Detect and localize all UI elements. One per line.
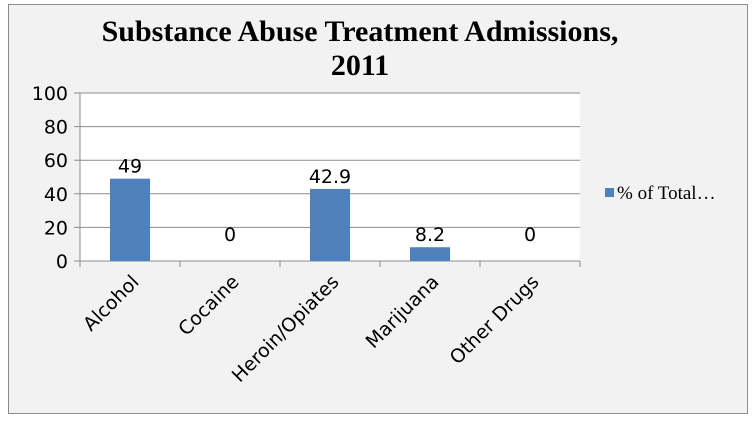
bar — [310, 188, 350, 261]
chart-title-line-2: 2011 — [330, 49, 390, 82]
x-tick-label: Other Drugs — [446, 271, 544, 369]
data-label: 49 — [118, 156, 142, 178]
x-tick-label: Alcohol — [79, 271, 144, 336]
data-label: 0 — [524, 224, 536, 246]
x-tick-label: Marijuana — [362, 271, 444, 353]
y-tick-label: 80 — [44, 117, 68, 139]
x-tick-label: Heroin/Opiates — [228, 271, 344, 387]
y-tick-label: 60 — [44, 150, 68, 172]
plot-area: 0 20 40 60 80 100 49 Alcohol 0 Cocaine 42.9 Heroin/… — [32, 83, 716, 387]
chart-title-line-1: Substance Abuse Treatment Admissions, — [101, 15, 619, 48]
data-label: 42.9 — [309, 166, 351, 188]
bar — [410, 247, 450, 261]
y-tick-label: 20 — [44, 217, 68, 239]
y-tick-label: 100 — [32, 83, 68, 105]
data-label: 8.2 — [415, 224, 445, 246]
bar — [110, 178, 150, 261]
legend-label: % of Total… — [617, 183, 716, 204]
y-tick-label: 0 — [56, 251, 68, 273]
y-tick-label: 40 — [44, 184, 68, 206]
data-label: 0 — [224, 224, 236, 246]
x-tick-label: Cocaine — [174, 271, 243, 340]
legend-swatch — [605, 188, 614, 197]
